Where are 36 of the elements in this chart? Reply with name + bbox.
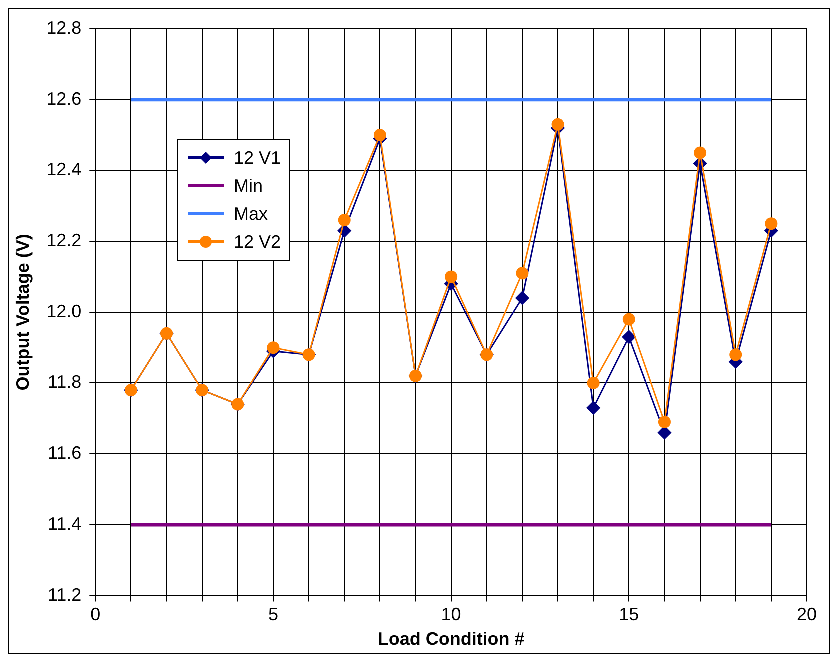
y-tick-label: 11.8: [48, 372, 82, 392]
point: [586, 401, 600, 415]
legend-label: 12 V1: [234, 148, 282, 168]
point: [622, 330, 636, 344]
point: [267, 342, 280, 354]
point: [622, 313, 636, 326]
point: [338, 214, 351, 227]
point: [658, 416, 671, 428]
legend-label: Max: [234, 204, 268, 224]
x-tick-label: 20: [796, 604, 818, 625]
y-tick-label: 12.6: [46, 88, 82, 109]
y-tick-label: 12.2: [46, 230, 82, 251]
point: [445, 270, 458, 284]
point: [516, 267, 529, 280]
y-tick-label: 12.8: [46, 18, 82, 38]
point: [587, 377, 600, 390]
legend-label: Min: [234, 176, 264, 196]
y-tick-label: 11.2: [48, 584, 82, 605]
y-tick-label: 11.4: [48, 514, 82, 534]
y-tick-label: 12.0: [46, 301, 82, 322]
x-tick-label: 0: [90, 604, 101, 625]
point: [374, 129, 386, 142]
point: [658, 426, 672, 440]
point: [765, 218, 778, 230]
x-tick-label: 5: [268, 604, 278, 625]
y-tick-label: 11.6: [48, 443, 82, 464]
point: [730, 348, 742, 362]
point: [552, 118, 564, 131]
point: [516, 291, 530, 305]
legend-label: 12 V2: [234, 232, 282, 252]
y-axis-title: Output Voltage (V): [12, 234, 33, 391]
y-tick-label: 12.4: [46, 160, 82, 180]
x-tick-label: 15: [619, 604, 640, 625]
x-tick-label: 10: [441, 604, 462, 625]
point: [694, 146, 707, 160]
x-axis-title: Load Condition #: [378, 629, 525, 650]
